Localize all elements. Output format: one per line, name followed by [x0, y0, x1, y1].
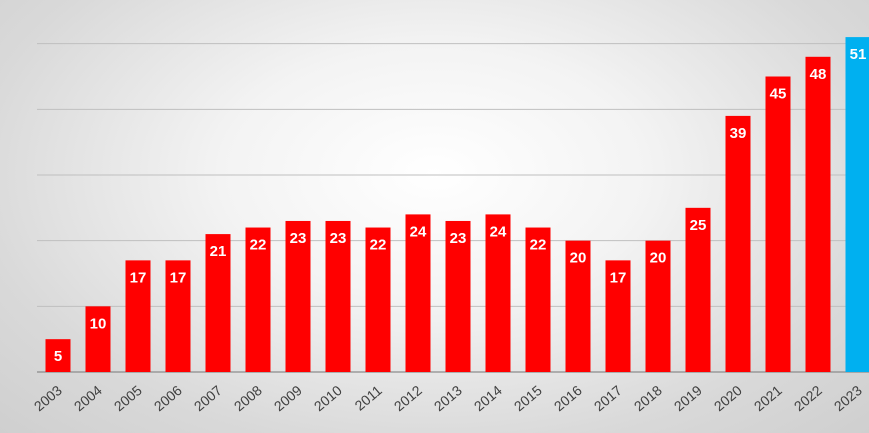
- data-label-2012: 24: [410, 223, 427, 240]
- data-label-2023: 51: [850, 46, 867, 63]
- x-tick-2004: 2004: [71, 382, 105, 414]
- x-tick-2005: 2005: [111, 382, 145, 414]
- data-label-2020: 39: [730, 125, 747, 142]
- x-tick-2009: 2009: [271, 382, 305, 414]
- data-label-2018: 20: [650, 250, 667, 267]
- x-tick-2012: 2012: [391, 382, 425, 414]
- data-label-2007: 21: [210, 243, 227, 260]
- bar-2022: [806, 57, 831, 372]
- x-tick-2015: 2015: [511, 382, 545, 414]
- data-label-2019: 25: [690, 217, 707, 234]
- data-label-2016: 20: [570, 250, 587, 267]
- x-tick-2003: 2003: [31, 382, 65, 414]
- bar-2021: [766, 77, 791, 373]
- data-label-2004: 10: [90, 315, 107, 332]
- x-tick-2018: 2018: [631, 382, 665, 414]
- data-label-2022: 48: [810, 66, 827, 83]
- x-tick-2008: 2008: [231, 382, 265, 414]
- x-tick-2014: 2014: [471, 382, 505, 414]
- x-tick-2007: 2007: [191, 382, 225, 414]
- data-label-2003: 5: [54, 348, 62, 365]
- data-label-2005: 17: [130, 269, 147, 286]
- data-label-2014: 24: [490, 223, 507, 240]
- x-axis-ticks: 2003 2004 2005 2006 2007 2008 2009 2010 2011 2012…: [31, 382, 865, 414]
- data-label-2017: 17: [610, 269, 627, 286]
- data-label-2011: 22: [370, 237, 387, 254]
- bar-2020: [726, 116, 751, 372]
- bars: [46, 37, 869, 372]
- x-tick-2010: 2010: [311, 382, 345, 414]
- data-label-2021: 45: [770, 86, 787, 103]
- x-tick-2022: 2022: [791, 382, 825, 414]
- data-label-2008: 22: [250, 237, 267, 254]
- bar-2023: [846, 37, 869, 372]
- data-label-2006: 17: [170, 269, 187, 286]
- x-tick-2021: 2021: [751, 382, 785, 414]
- x-tick-2016: 2016: [551, 382, 585, 414]
- x-tick-2019: 2019: [671, 382, 705, 414]
- x-tick-2013: 2013: [431, 382, 465, 414]
- x-tick-2023: 2023: [831, 382, 865, 414]
- data-label-2015: 22: [530, 237, 547, 254]
- data-label-2010: 23: [330, 230, 347, 247]
- data-label-2009: 23: [290, 230, 307, 247]
- x-tick-2017: 2017: [591, 382, 625, 414]
- data-label-2013: 23: [450, 230, 467, 247]
- x-tick-2006: 2006: [151, 382, 185, 414]
- x-tick-2011: 2011: [352, 382, 386, 414]
- x-tick-2020: 2020: [711, 382, 745, 414]
